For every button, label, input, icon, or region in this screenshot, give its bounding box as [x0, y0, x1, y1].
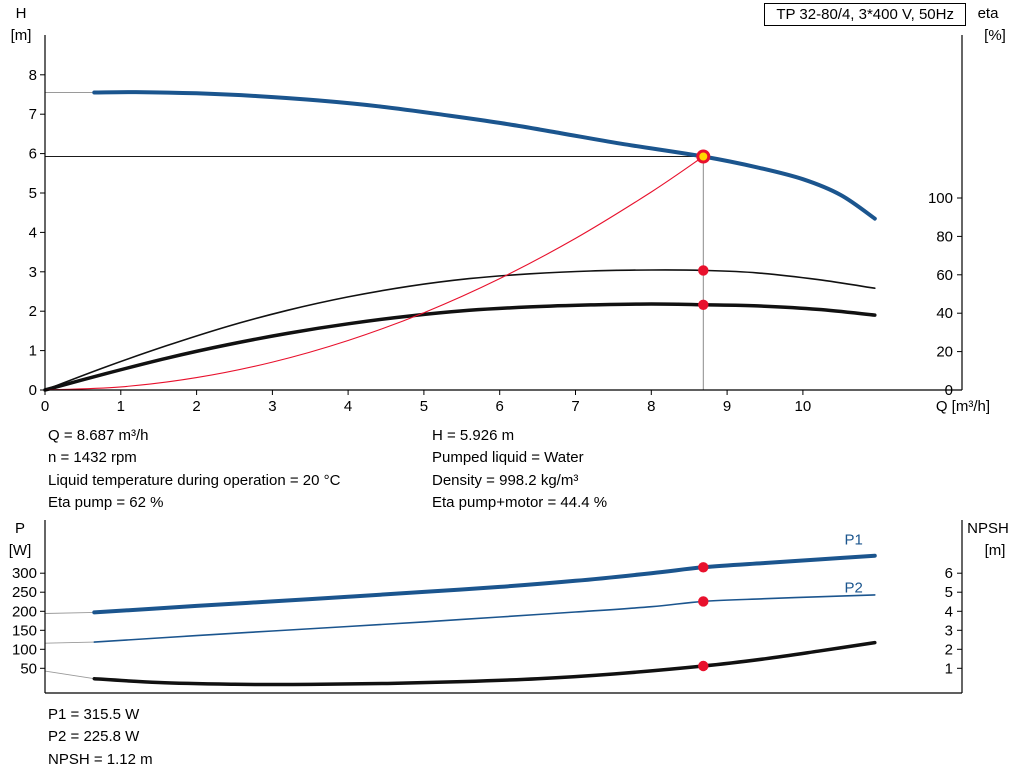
- right-tick-label: 3: [945, 622, 953, 639]
- x-tick-label: 3: [268, 398, 276, 415]
- right-tick-label: 4: [945, 603, 953, 620]
- duty-dot: [698, 265, 709, 276]
- curve-extension-line: [44, 641, 95, 644]
- curve-p1: [92, 553, 877, 615]
- left-tick-label: 100: [12, 641, 37, 658]
- curve-npsh: [92, 640, 877, 687]
- curve-h-q-curve: [92, 90, 877, 221]
- left-tick-label: 3: [29, 264, 37, 281]
- info-liquid-temperature: Liquid temperature during operation = 20…: [48, 471, 341, 489]
- left-axis-title: P: [15, 520, 25, 537]
- duty-dot: [698, 299, 709, 310]
- right-tick-label: 100: [928, 190, 953, 207]
- info-eta-pump: Eta pump = 62 %: [48, 494, 164, 512]
- right-tick-label: 40: [936, 305, 953, 322]
- left-tick-label: 250: [12, 584, 37, 601]
- duty-dot: [698, 562, 709, 573]
- duty-dot: [698, 660, 709, 672]
- curve-system-curve: [44, 155, 704, 391]
- left-tick-label: 5: [29, 185, 37, 202]
- x-axis-title: Q [m³/h]: [936, 398, 990, 415]
- x-tick-label: 5: [420, 398, 428, 415]
- curve-eta-pump-motor: [43, 302, 877, 392]
- x-tick-label: 9: [723, 398, 731, 415]
- right-tick-label: 0: [945, 382, 953, 399]
- info-eta-pump-motor: Eta pump+motor = 44.4 %: [432, 494, 608, 512]
- curve-eta-pump: [44, 269, 876, 391]
- info-head: H = 5.926 m: [432, 427, 515, 444]
- right-tick-label: 60: [936, 267, 953, 284]
- right-tick-label: 1: [945, 660, 953, 677]
- x-tick-label: 10: [795, 398, 812, 415]
- left-tick-label: 7: [29, 106, 37, 123]
- left-tick-label: 1: [29, 343, 37, 360]
- right-tick-label: 80: [936, 228, 953, 245]
- qh-eta-chart: 0 1 2 3 4 5 6 7 8 9 10012345678020406080100H[m]eta…: [11, 5, 1006, 415]
- curve-label-p1: P1: [845, 532, 863, 549]
- operating-data-top: Q = 8.687 m³/h n = 1432 rpm Liquid tempe…: [48, 425, 607, 515]
- operating-data-col1: Q = 8.687 m³/h n = 1432 rpm Liquid tempe…: [48, 425, 432, 515]
- right-axis-title: [%]: [984, 27, 1006, 44]
- left-tick-label: 2: [29, 303, 37, 320]
- curve-extension-line: [44, 611, 95, 614]
- x-tick-label: 1: [117, 398, 125, 415]
- right-tick-label: 20: [936, 344, 953, 361]
- x-tick-label: 4: [344, 398, 352, 415]
- curve-extension-line: [44, 670, 95, 680]
- left-tick-label: 150: [12, 622, 37, 639]
- pump-model-label: TP 32-80/4, 3*400 V, 50Hz: [764, 3, 966, 26]
- left-tick-label: 6: [29, 146, 37, 163]
- x-tick-label: 2: [192, 398, 200, 415]
- x-tick-label: 7: [571, 398, 579, 415]
- duty-dot: [698, 596, 709, 607]
- x-tick-label: 0: [41, 398, 49, 415]
- left-tick-label: 50: [20, 660, 37, 677]
- info-density: Density = 998.2 kg/m³: [432, 471, 579, 489]
- right-tick-label: 2: [945, 641, 953, 658]
- info-p2: P2 = 225.8 W: [48, 728, 140, 746]
- x-tick-label: 8: [647, 398, 655, 415]
- right-tick-label: 5: [945, 584, 953, 601]
- right-axis-title: [m]: [985, 542, 1006, 559]
- power-npsh-chart: P1 P2 50 100 150 200 250 300 1 2 3 4 5 6 P [W] NPSH [m]: [9, 520, 1009, 694]
- info-npsh: NPSH = 1.12 m: [48, 750, 153, 768]
- left-axis-title: [m]: [11, 27, 32, 44]
- left-tick-label: 200: [12, 603, 37, 620]
- info-p1: P1 = 315.5 W: [48, 706, 140, 723]
- operating-data-col2: H = 5.926 m Pumped liquid = Water Densit…: [432, 425, 607, 515]
- right-tick-label: 6: [945, 565, 953, 582]
- x-tick-label: 6: [496, 398, 504, 415]
- info-speed: n = 1432 rpm: [48, 449, 137, 467]
- left-axis-title: H: [16, 5, 27, 22]
- left-tick-label: 0: [29, 382, 37, 399]
- left-tick-label: 4: [29, 224, 37, 241]
- curve-label-p2: P2: [845, 580, 863, 597]
- left-tick-label: 8: [29, 67, 37, 84]
- right-axis-title: eta: [978, 5, 1000, 22]
- info-flow: Q = 8.687 m³/h: [48, 427, 149, 444]
- left-axis-title: [W]: [9, 542, 32, 559]
- right-axis-title: NPSH: [967, 520, 1009, 537]
- curve-p2: [93, 594, 876, 643]
- duty-point-marker: [696, 149, 711, 164]
- left-tick-label: 300: [12, 565, 37, 582]
- operating-data-bottom: P1 = 315.5 W P2 = 225.8 W NPSH = 1.12 m: [48, 704, 153, 771]
- info-pumped-liquid: Pumped liquid = Water: [432, 449, 584, 467]
